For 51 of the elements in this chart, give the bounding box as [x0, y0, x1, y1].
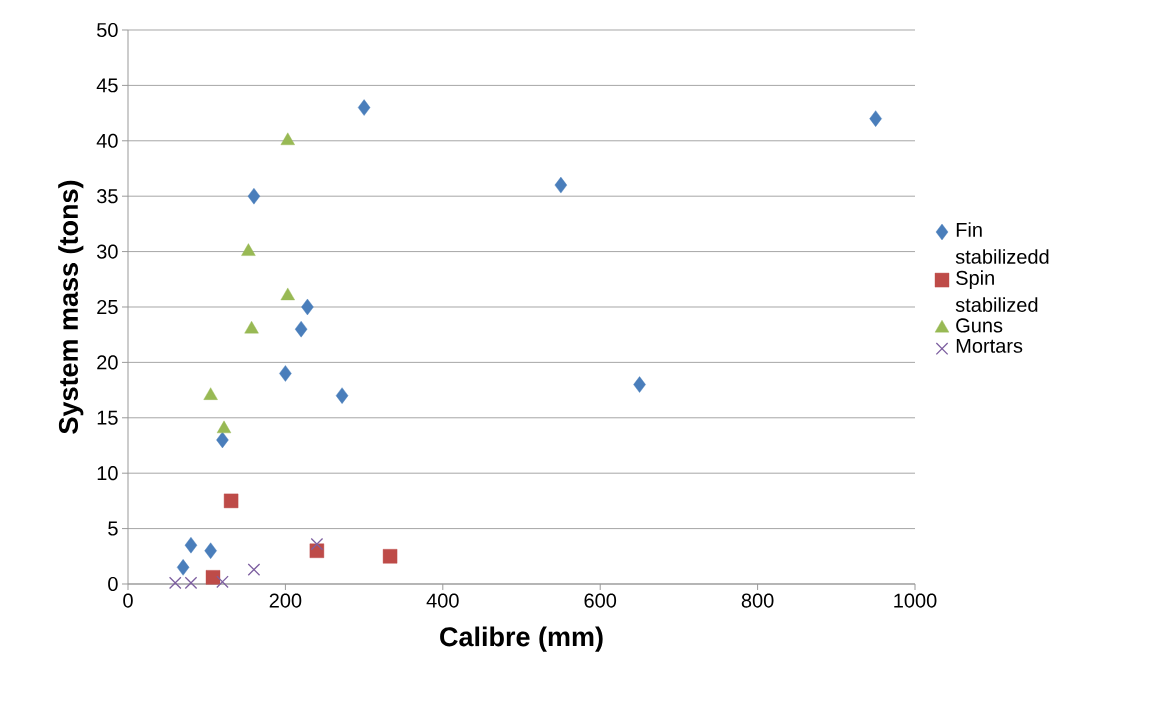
x-tick-label: 1000 — [894, 593, 937, 608]
point — [168, 576, 182, 590]
x-tick-label: 200 — [269, 593, 302, 608]
y-tick-label: 35 — [97, 189, 118, 204]
point — [382, 549, 398, 564]
point — [203, 387, 218, 400]
point — [280, 287, 295, 301]
y-tick-label: 0 — [108, 576, 118, 592]
point — [335, 387, 349, 404]
legend-label: Guns — [956, 318, 1003, 333]
point — [205, 570, 221, 585]
y-axis-title: System mass (tons) — [58, 180, 84, 434]
point — [216, 575, 229, 589]
point — [869, 110, 882, 127]
point — [216, 431, 229, 449]
y-tick-label: 15 — [97, 410, 118, 425]
x-tick-label: 400 — [426, 593, 459, 608]
point — [244, 320, 259, 334]
point — [216, 420, 232, 434]
y-tick-label: 20 — [97, 355, 118, 370]
point — [294, 320, 308, 338]
point — [279, 365, 292, 382]
y-tick-label: 5 — [108, 521, 118, 536]
point — [223, 493, 239, 509]
point — [176, 559, 190, 576]
point — [357, 99, 371, 116]
legend-label: Mortars — [956, 338, 1023, 353]
y-tick-label: 30 — [97, 244, 118, 259]
x-tick-label: 800 — [741, 593, 774, 608]
x-tick-label: 600 — [584, 593, 617, 608]
y-tick-label: 40 — [96, 133, 118, 148]
x-axis-title: Calibre (mm) — [440, 626, 603, 652]
point — [247, 563, 261, 576]
x-tick-label: 0 — [123, 593, 133, 608]
legend-label: Fin stabilizedd — [955, 222, 1049, 264]
point — [554, 176, 568, 194]
point — [633, 376, 646, 393]
point — [204, 542, 217, 559]
y-tick-label: 25 — [97, 299, 118, 315]
point — [310, 537, 324, 551]
y-tick-label: 45 — [96, 78, 118, 93]
point — [184, 576, 198, 590]
y-tick-label: 10 — [97, 466, 118, 481]
point — [309, 543, 325, 558]
point — [241, 243, 256, 256]
y-tick-label: 50 — [97, 22, 118, 38]
point — [301, 298, 314, 316]
point — [247, 188, 261, 205]
legend-label: Spin stabilized — [955, 270, 1038, 312]
point — [184, 537, 198, 554]
point — [280, 132, 295, 145]
